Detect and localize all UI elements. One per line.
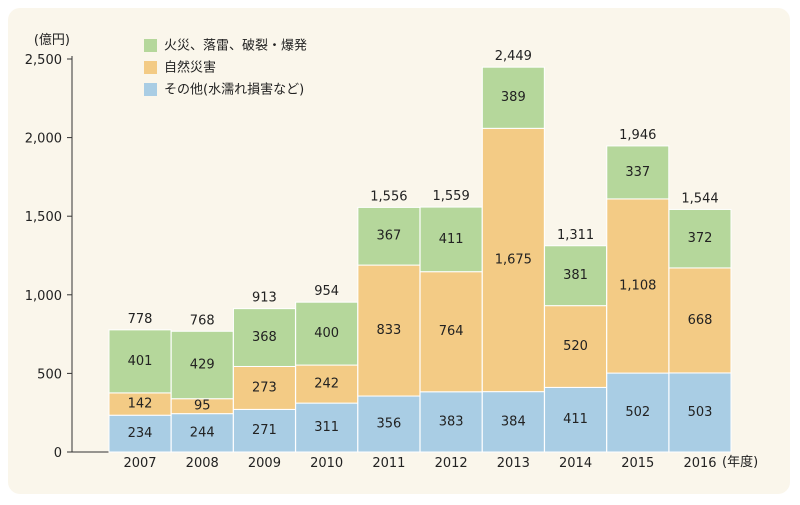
bar-segment — [668, 208, 732, 269]
bar-value-label: 401 — [128, 354, 153, 369]
x-tick-label: 2010 — [310, 456, 343, 471]
bar-value-label: 503 — [688, 405, 713, 420]
bar-segment — [295, 364, 359, 404]
bar-value-label: 381 — [563, 268, 588, 283]
y-tick-label: 0 — [54, 446, 62, 461]
bar-value-label: 271 — [252, 423, 277, 438]
legend-label: 自然災害 — [164, 60, 216, 76]
bar-value-label: 833 — [376, 323, 401, 338]
y-tick-label: 2,500 — [25, 53, 62, 68]
bar-total-label: 1,311 — [557, 228, 594, 243]
bar-total-label: 1,544 — [681, 191, 718, 206]
bar-value-label: 234 — [128, 426, 153, 441]
bar-segment — [668, 267, 732, 374]
bar-value-label: 400 — [314, 326, 339, 341]
bar-value-label: 311 — [314, 420, 339, 435]
bar-value-label: 244 — [190, 425, 215, 440]
x-axis-unit: (年度) — [722, 454, 758, 470]
x-tick-label: 2012 — [435, 456, 468, 471]
bar-segment — [170, 413, 234, 453]
bar-segment — [481, 127, 545, 393]
y-tick-label: 500 — [37, 367, 62, 382]
bar-segment — [481, 391, 545, 453]
bar-value-label: 389 — [501, 90, 526, 105]
legend-label: その他(水濡れ損害など) — [164, 82, 304, 98]
bar-total-label: 778 — [128, 312, 153, 327]
bar-segment — [295, 402, 359, 453]
bar-segment — [108, 414, 172, 453]
y-tick-label: 1,000 — [25, 289, 62, 304]
bar-value-label: 411 — [563, 412, 588, 427]
bar-value-label: 142 — [128, 397, 153, 412]
legend-swatch — [144, 39, 157, 52]
bar-segment — [606, 372, 670, 453]
x-tick-label: 2009 — [248, 456, 281, 471]
bar-segment — [419, 206, 483, 273]
x-tick-label: 2016 — [683, 456, 716, 471]
bar-value-label: 1,108 — [619, 278, 656, 293]
bar-value-label: 367 — [376, 229, 401, 244]
bar-segment — [606, 198, 670, 374]
x-tick-label: 2007 — [123, 456, 156, 471]
bar-value-label: 429 — [190, 357, 215, 372]
bar-segment — [419, 271, 483, 393]
bar-value-label: 502 — [625, 405, 650, 420]
y-tick-label: 1,500 — [25, 210, 62, 225]
bar-total-label: 913 — [252, 291, 277, 306]
bar-total-label: 1,946 — [619, 128, 656, 143]
bar-value-label: 95 — [194, 399, 211, 414]
bar-value-label: 242 — [314, 377, 339, 392]
legend-swatch — [144, 83, 157, 96]
bar-value-label: 764 — [439, 324, 464, 339]
bar-segment — [544, 305, 608, 388]
bar-segment — [232, 308, 296, 367]
bar-value-label: 372 — [688, 231, 713, 246]
bar-total-label: 1,556 — [370, 189, 407, 204]
y-tick-label: 2,000 — [25, 132, 62, 147]
bar-value-label: 520 — [563, 339, 588, 354]
bar-segment — [232, 365, 296, 410]
bar-segment — [481, 66, 545, 129]
bar-value-label: 1,675 — [495, 252, 532, 267]
bar-total-label: 768 — [190, 313, 215, 328]
bar-value-label: 411 — [439, 232, 464, 247]
bar-total-label: 954 — [314, 284, 339, 299]
bar-value-label: 383 — [439, 414, 464, 429]
y-axis-unit: (億円) — [34, 32, 70, 48]
bar-value-label: 273 — [252, 380, 277, 395]
legend-swatch — [144, 61, 157, 74]
bar-segment — [295, 301, 359, 366]
bar-value-label: 337 — [625, 165, 650, 180]
bar-segment — [606, 145, 670, 200]
legend-label: 火災、落雷、破裂・爆発 — [164, 39, 307, 54]
x-tick-label: 2008 — [186, 456, 219, 471]
x-tick-label: 2011 — [372, 456, 405, 471]
bar-value-label: 384 — [501, 414, 526, 429]
bar-value-label: 356 — [376, 417, 401, 432]
bar-value-label: 668 — [688, 313, 713, 328]
x-tick-label: 2014 — [559, 456, 592, 471]
bar-total-label: 2,449 — [495, 49, 532, 64]
x-tick-label: 2013 — [497, 456, 530, 471]
bar-value-label: 368 — [252, 330, 277, 345]
bar-total-label: 1,559 — [433, 189, 470, 204]
x-tick-label: 2015 — [621, 456, 654, 471]
bar-segment — [544, 245, 608, 307]
